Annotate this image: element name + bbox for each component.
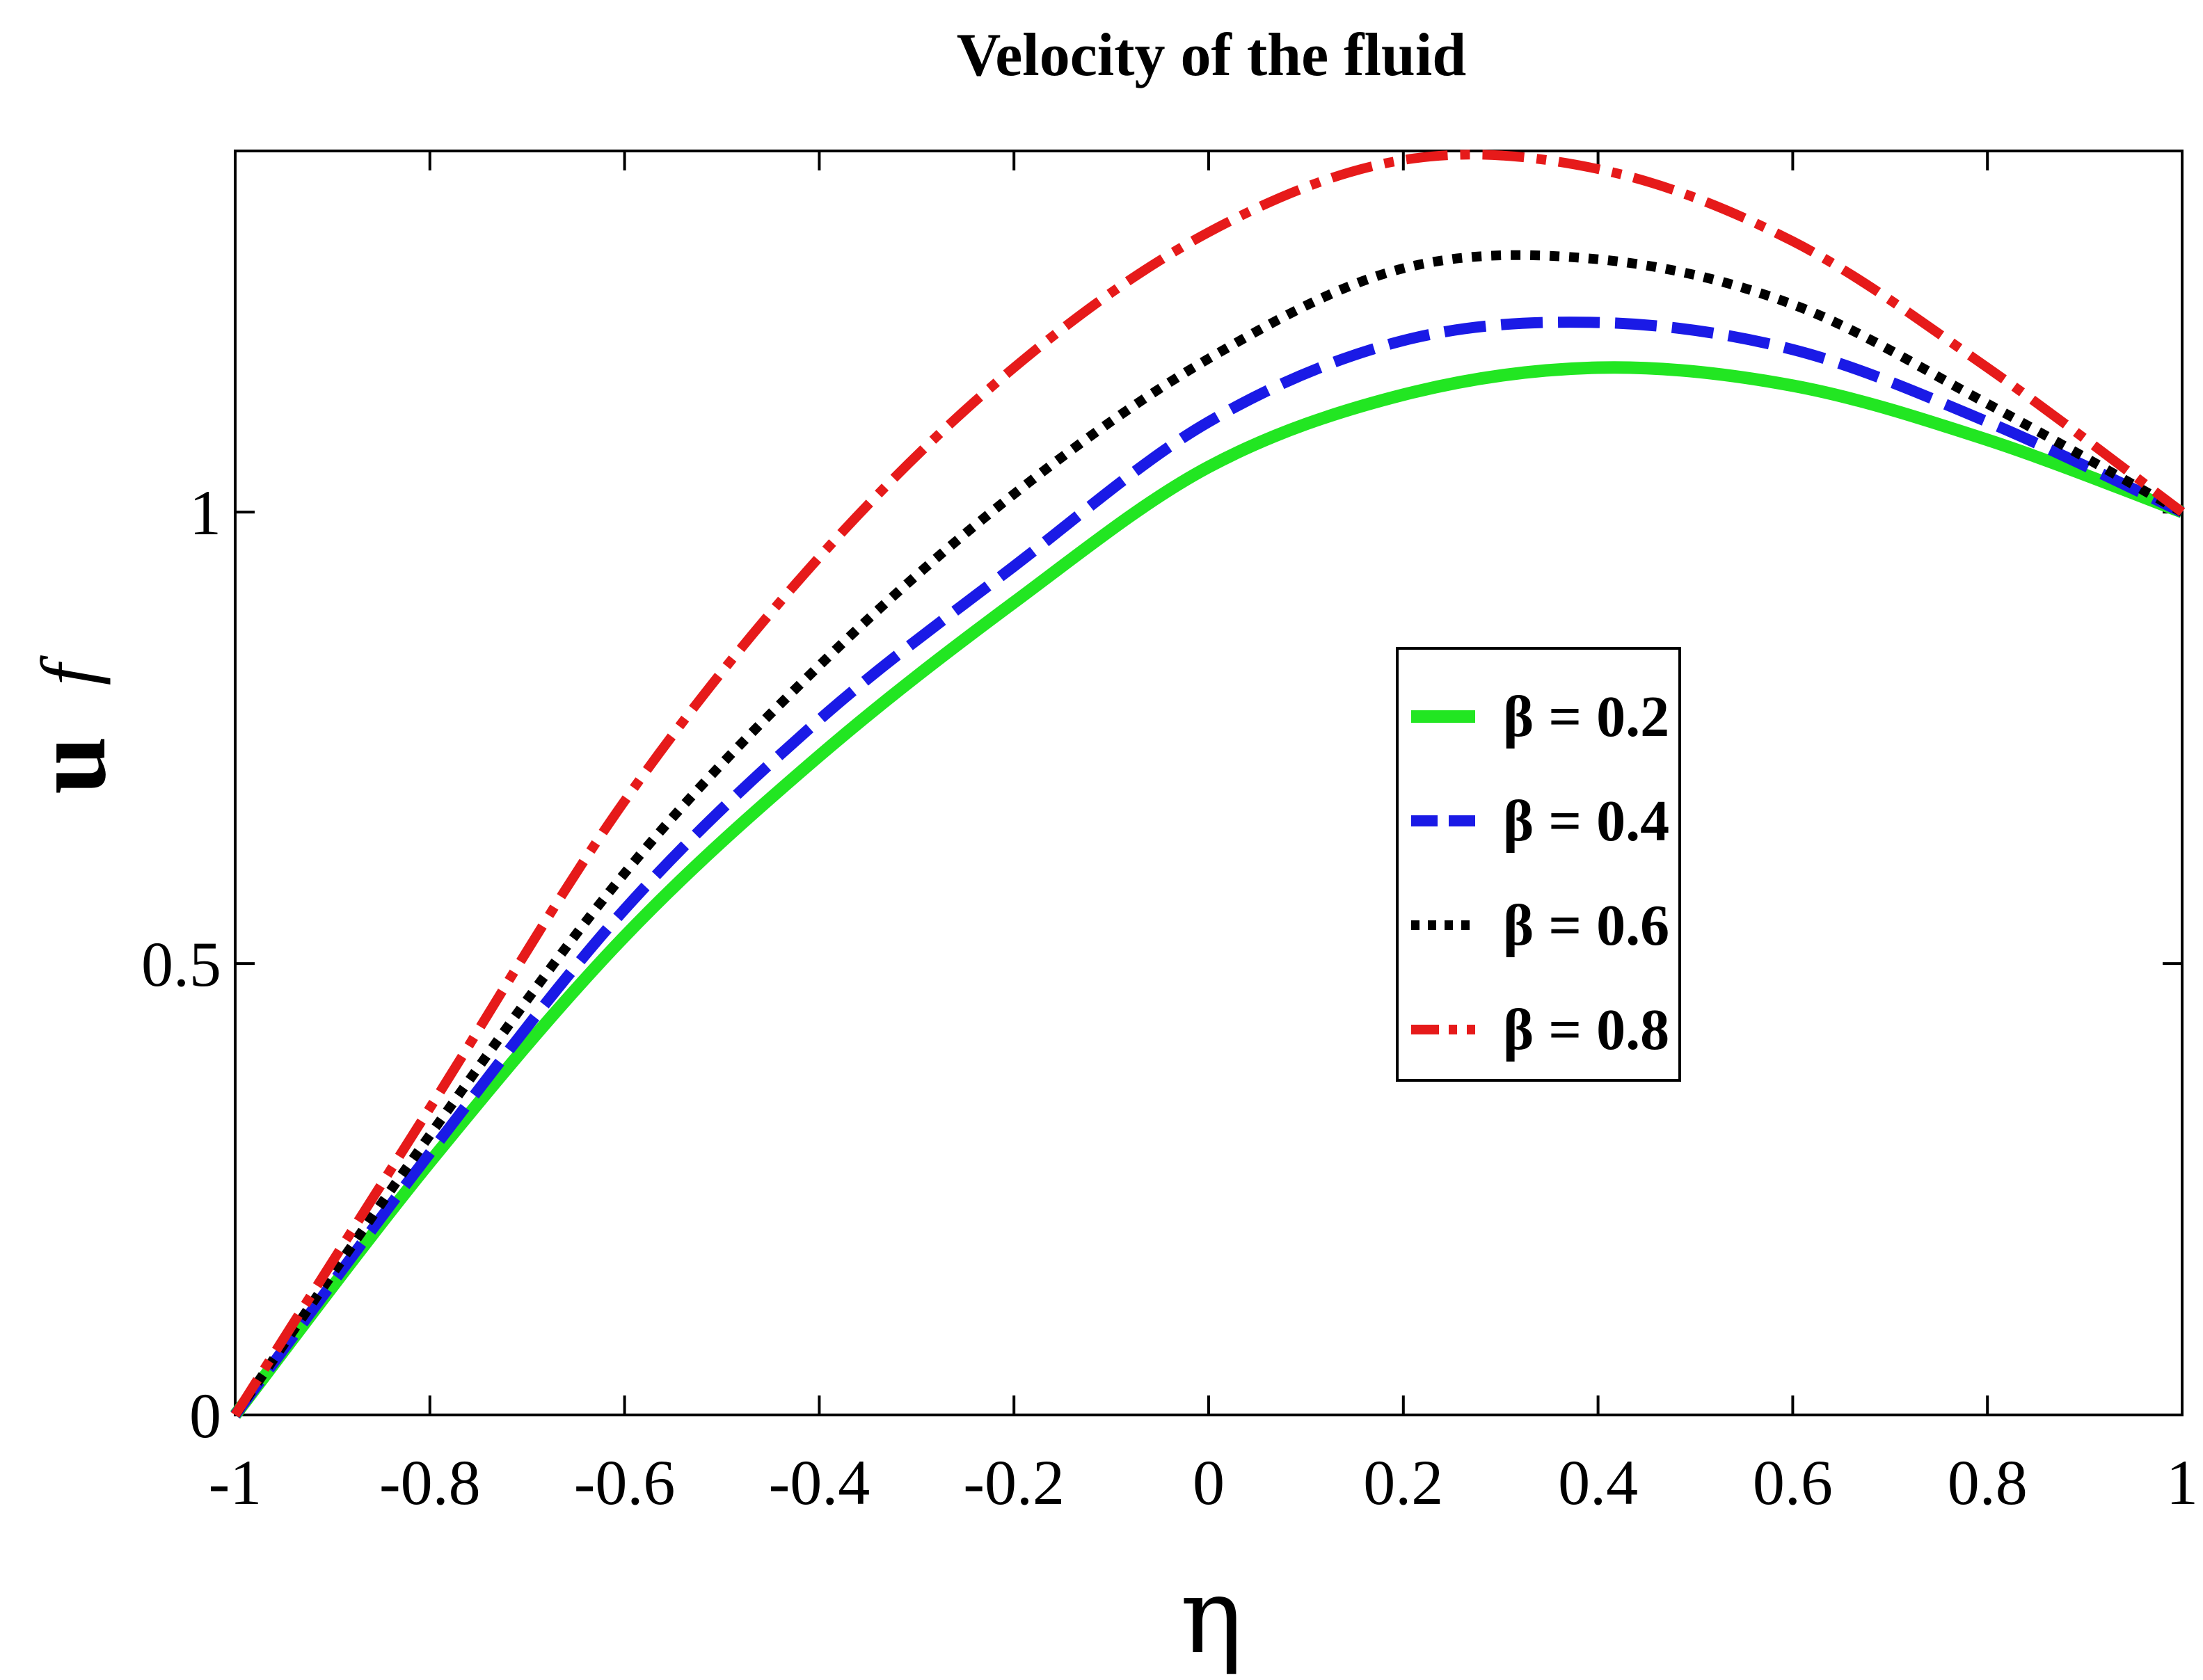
x-tick-label: -0.6: [574, 1447, 676, 1518]
legend-label-4: β = 0.8: [1503, 998, 1669, 1062]
x-tick-label: 0.4: [1558, 1447, 1638, 1518]
y-tick-label: 0: [189, 1380, 221, 1451]
x-tick-label: 0.8: [1948, 1447, 2028, 1518]
y-axis-label-subscript: f: [26, 655, 111, 685]
x-tick-label: -0.8: [379, 1447, 481, 1518]
x-tick-label: 1: [2166, 1447, 2198, 1518]
y-axis-label: u: [12, 736, 127, 794]
series-line-4: [231, 150, 2186, 1418]
legend: β = 0.2 β = 0.4 β = 0.6 β = 0.8: [1396, 647, 1681, 1082]
x-tick-label: -1: [209, 1447, 262, 1518]
y-tick-label: 1: [189, 477, 221, 548]
x-tick-label: 0.2: [1363, 1447, 1443, 1518]
y-axis-label-group: u f: [12, 655, 127, 794]
axis-ticks: [234, 151, 2184, 1416]
series-line-3: [231, 250, 2185, 1418]
legend-label-1: β = 0.2: [1503, 685, 1669, 749]
series-line-2: [230, 317, 2185, 1418]
x-tick-label: -0.4: [769, 1447, 870, 1518]
legend-label-3: β = 0.6: [1503, 893, 1669, 958]
x-tick-label: 0: [1193, 1447, 1225, 1518]
chart-title: Velocity of the fluid: [957, 22, 1467, 89]
x-tick-label: 0.6: [1753, 1447, 1833, 1518]
series-line-1: [230, 361, 2185, 1419]
y-tick-label: 0.5: [141, 929, 221, 1000]
series-lines: [230, 150, 2186, 1419]
x-axis-label: η: [1180, 1556, 1243, 1677]
legend-label-2: β = 0.4: [1503, 789, 1669, 854]
axis-tick-labels: -1 -0.8 -0.6 -0.4 -0.2 0 0.2 0.4 0.6 0.8 1 0 0.5 1: [141, 477, 2198, 1518]
x-tick-label: -0.2: [963, 1447, 1065, 1518]
plot-frame: [234, 150, 2184, 1416]
